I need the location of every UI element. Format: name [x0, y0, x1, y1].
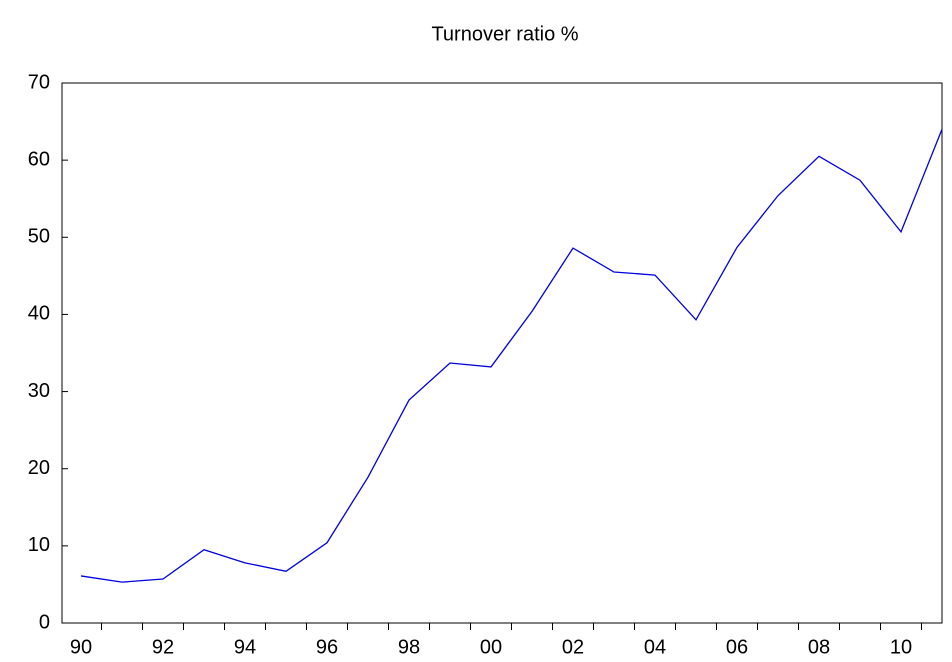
- x-tick-label: 90: [70, 636, 92, 658]
- x-tick-label: 98: [398, 636, 420, 658]
- x-tick-label: 06: [726, 636, 748, 658]
- y-tick-label: 50: [28, 226, 50, 248]
- y-tick-label: 70: [28, 71, 50, 93]
- x-tick-label: 10: [890, 636, 912, 658]
- x-tick-label: 94: [234, 636, 256, 658]
- y-tick-label: 60: [28, 148, 50, 170]
- y-tick-label: 10: [28, 534, 50, 556]
- y-tick-label: 20: [28, 457, 50, 479]
- x-tick-label: 04: [644, 636, 666, 658]
- y-tick-label: 0: [39, 611, 50, 633]
- x-tick-label: 00: [480, 636, 502, 658]
- x-tick-label: 08: [808, 636, 830, 658]
- data-line: [80, 129, 943, 583]
- y-tick-label: 40: [28, 303, 50, 325]
- chart-title: Turnover ratio %: [431, 23, 578, 45]
- plot-frame: [61, 82, 943, 624]
- x-tick-label: 92: [152, 636, 174, 658]
- x-tick-label: 96: [316, 636, 338, 658]
- x-tick-label: 02: [562, 636, 584, 658]
- y-tick-label: 30: [28, 380, 50, 402]
